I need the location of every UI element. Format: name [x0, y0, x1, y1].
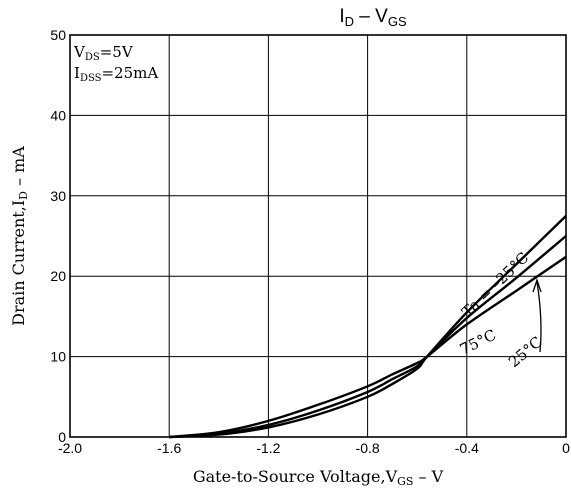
- y-tick-label: 10: [50, 349, 66, 365]
- series-line-75-c: [169, 255, 567, 439]
- x-tick-label: -2.0: [58, 440, 82, 456]
- y-tick-label: 40: [50, 107, 66, 123]
- x-tick-label: -1.6: [157, 440, 181, 456]
- y-tick-label: 30: [50, 188, 66, 204]
- x-tick-label: 0: [562, 440, 570, 456]
- grid: [69, 34, 567, 438]
- tick-labels: -2.0 -1.6 -1.2 -0.8 -0.4 0 0 10 20 30 40 50: [50, 27, 570, 456]
- y-tick-label: 20: [50, 268, 66, 284]
- condition-vds: VDS=5V: [73, 43, 134, 63]
- series-label-75: 75°C: [457, 326, 499, 359]
- x-tick-label: -0.4: [455, 440, 479, 456]
- series-lines: [169, 215, 567, 439]
- series-label-25-arrowhead: [532, 277, 542, 293]
- series-line-25-c: [169, 235, 567, 439]
- condition-idss: IDSS=25mA: [74, 64, 158, 84]
- series-line-ta-25-c: [169, 215, 567, 439]
- x-tick-label: -1.2: [256, 440, 280, 456]
- y-axis-label: Drain Current,ID – mA: [9, 146, 30, 326]
- x-axis-label: Gate-to-Source Voltage,VGS – V: [193, 467, 444, 488]
- plot-frame: [69, 34, 567, 438]
- y-tick-label: 50: [50, 27, 66, 43]
- x-tick-label: -0.8: [356, 440, 380, 456]
- series-label-25-arrow: [536, 281, 542, 353]
- chart-title: ID – VGS: [339, 6, 407, 29]
- series-label-minus25: Ta = –25°C: [458, 249, 532, 321]
- y-tick-label: 0: [58, 429, 66, 445]
